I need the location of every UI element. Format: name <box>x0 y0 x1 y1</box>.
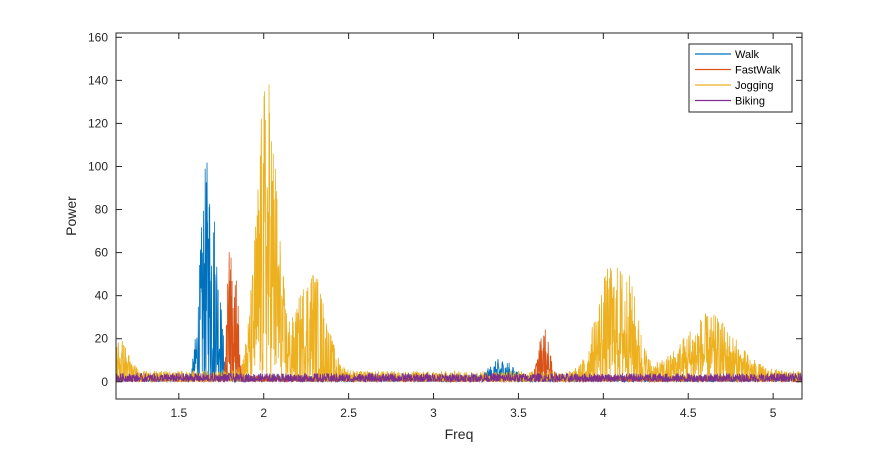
series-layer <box>116 84 802 384</box>
legend-label-jogging: Jogging <box>735 80 774 92</box>
legend-label-fastwalk: FastWalk <box>735 65 781 77</box>
axes-layer: 1.5 2 2.5 3 3.5 4 4.5 5 0 20 40 60 80 100 120 140 160 <box>88 30 803 420</box>
y-tick-label: 60 <box>95 246 109 260</box>
x-tick-label: 3.5 <box>510 406 527 420</box>
legend-label-walk: Walk <box>735 49 760 61</box>
x-tick-label: 3 <box>430 406 437 420</box>
legend: Walk FastWalk Jogging Biking <box>688 43 793 113</box>
y-tick-label: 0 <box>101 375 108 389</box>
axes-box <box>115 32 803 400</box>
series-line-biking <box>116 372 802 384</box>
x-axis-title: Freq <box>445 426 474 442</box>
y-tick-label: 40 <box>95 289 109 303</box>
legend-label-biking: Biking <box>735 96 765 108</box>
y-axis-title: Power <box>63 196 79 236</box>
y-tick-label: 140 <box>88 73 108 87</box>
x-tick-label: 2.5 <box>340 406 357 420</box>
x-tick-label: 4.5 <box>680 406 697 420</box>
x-tick-label: 4 <box>600 406 607 420</box>
x-tick-label: 2 <box>260 406 267 420</box>
y-tick-label: 160 <box>88 30 108 44</box>
y-tick-label: 100 <box>88 159 108 173</box>
y-tick-label: 20 <box>95 332 109 346</box>
x-tick-label: 1.5 <box>170 406 187 420</box>
y-tick-label: 120 <box>88 116 108 130</box>
y-tick-label: 80 <box>95 203 109 217</box>
x-tick-label: 5 <box>770 406 777 420</box>
